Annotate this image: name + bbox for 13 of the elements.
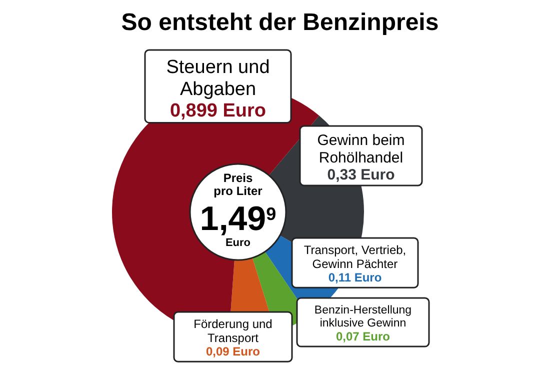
data-label: 0,07 Euro xyxy=(336,330,390,344)
data-label: 0,33 Euro xyxy=(327,166,395,184)
data-label: 0,09 Euro xyxy=(206,344,260,359)
slice-label: Förderung und Transport xyxy=(194,317,272,345)
text: 1,49$^{9}$ Euro xyxy=(200,200,276,249)
data-label: 0,899 Euro xyxy=(170,100,266,122)
slice-label: Gewinn beim Rohölhandel xyxy=(317,132,405,166)
slice-label: Steuern und Abgaben xyxy=(166,57,270,100)
chart-title: So entsteht der Benzinpreis xyxy=(121,9,439,36)
slice-label: Transport, Vertrieb, Gewinn Pächter xyxy=(304,243,406,271)
slice-label: Benzin-Herstellung inklusive Gewinn xyxy=(314,304,412,330)
text: Preis pro Liter xyxy=(214,171,263,198)
data-label: 0,11 Euro xyxy=(328,270,382,285)
